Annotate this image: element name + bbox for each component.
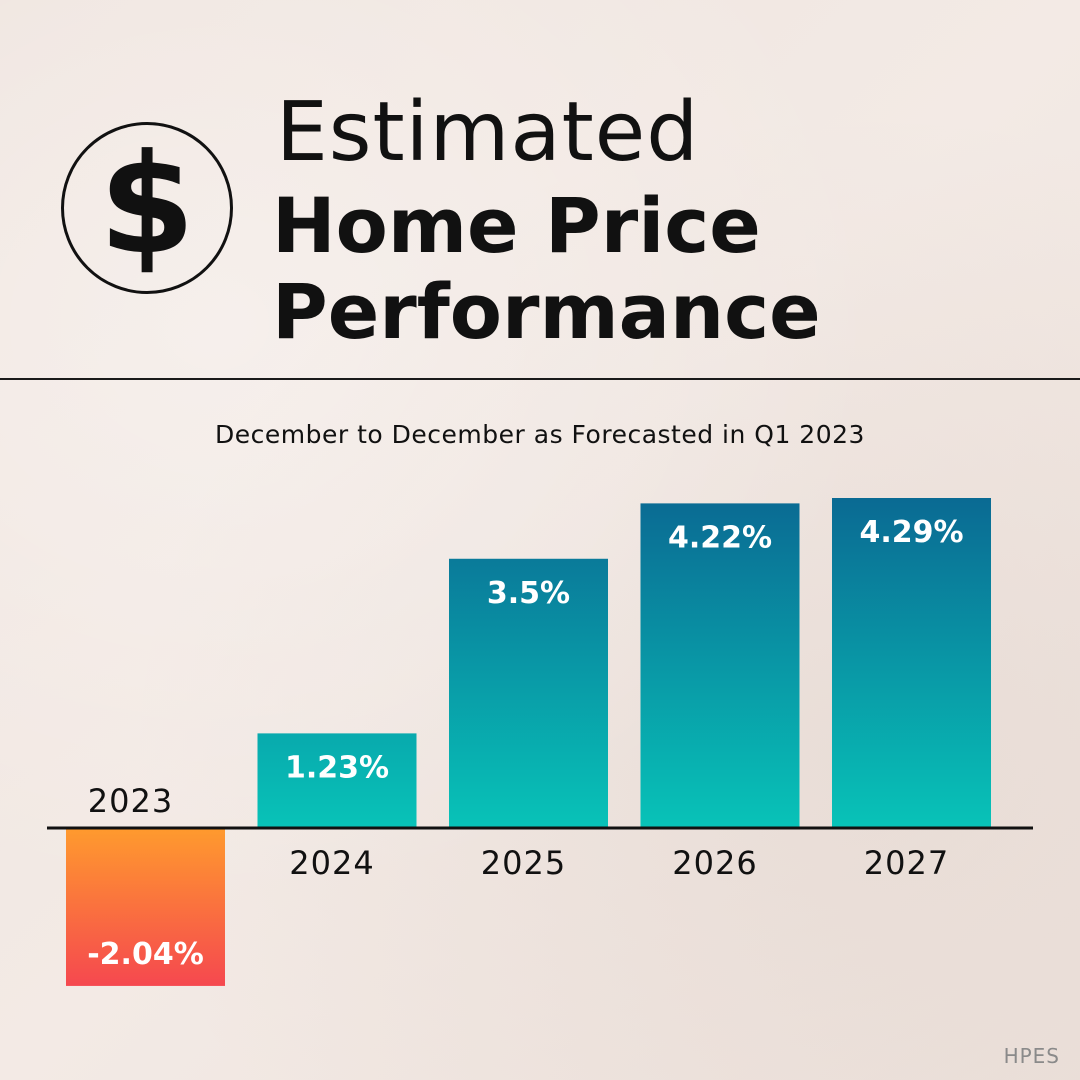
chart-subtitle: December to December as Forecasted in Q1… (215, 420, 865, 449)
dollar-icon: $ (61, 122, 233, 294)
labels-layer: -2.04% 2023 1.23% 2024 3.5% 2025 4.22% 2026 4.29… (87, 515, 963, 972)
data-label-2027: 4.29% (859, 515, 963, 550)
header-divider (0, 378, 1080, 380)
tick-label-2026: 2026 (672, 844, 757, 882)
title-performance: Performance (272, 267, 821, 356)
tick-label-2025: 2025 (481, 844, 566, 882)
data-label-2024: 1.23% (285, 750, 389, 785)
source-footer: HPES (1003, 1044, 1060, 1068)
bar-2025 (449, 558, 608, 828)
tick-label-2023: 2023 (88, 782, 173, 820)
data-label-2023: -2.04% (87, 937, 204, 972)
title-home-price: Home Price (272, 181, 761, 270)
dollar-glyph: $ (98, 124, 196, 285)
bar-2027 (832, 498, 991, 828)
bar-2023 (66, 829, 225, 986)
title-estimated: Estimated (276, 85, 700, 180)
data-label-2026: 4.22% (668, 520, 772, 555)
bars-layer (66, 498, 991, 986)
tick-label-2027: 2027 (864, 844, 949, 882)
bar-2026 (640, 503, 800, 828)
bar-2024 (257, 733, 417, 828)
data-label-2025: 3.5% (487, 576, 570, 611)
tick-label-2024: 2024 (289, 844, 374, 882)
header: $ Estimated Home Price Performance (0, 0, 1080, 380)
